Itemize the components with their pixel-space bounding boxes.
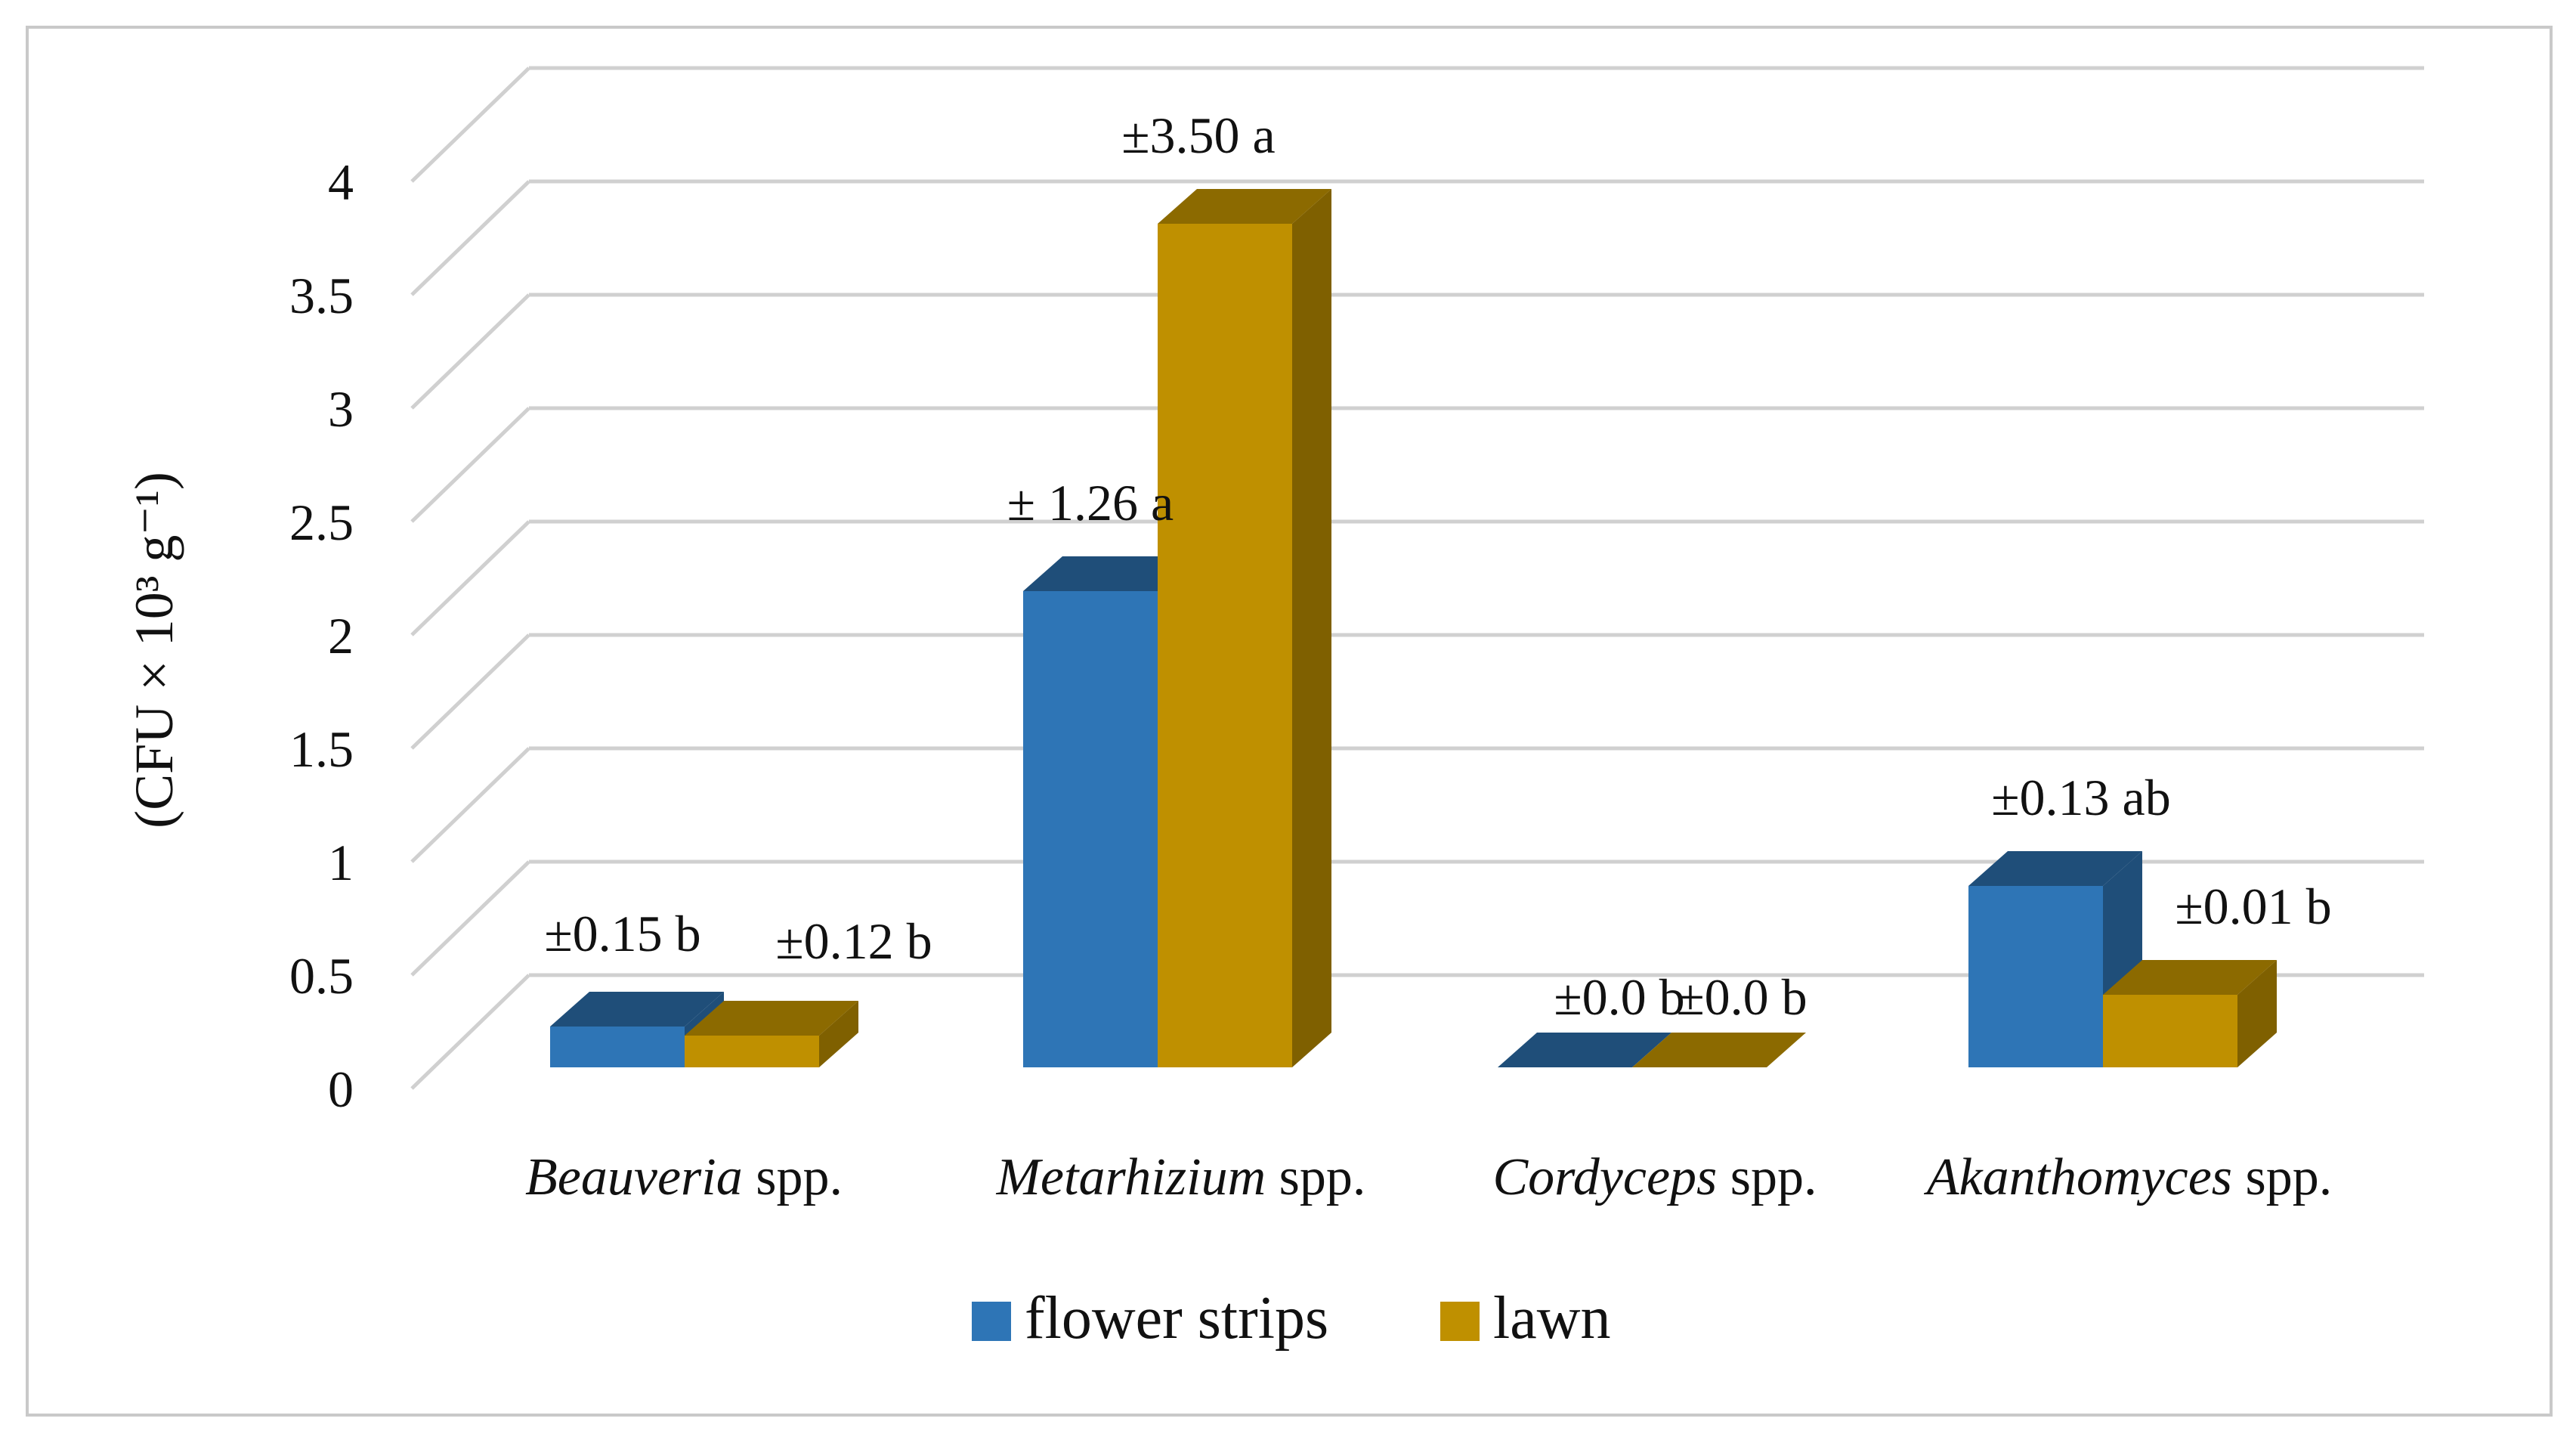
x-tick-label: Beauveria spp.: [525, 1148, 843, 1206]
y-axis-ticks: 0 0.5 1 1.5 2 2.5 3 3.5 4: [289, 153, 354, 1118]
legend: flower strips lawn: [972, 1285, 1611, 1352]
bar-lawn-akanthomyces: [2103, 960, 2277, 1067]
gridline-depth: [410, 860, 530, 977]
y-tick-label: 2: [328, 607, 354, 664]
gridline-depth: [410, 633, 530, 750]
data-label: ±0.0 b: [1554, 968, 1684, 1026]
bar-flower-strips-akanthomyces: [1968, 851, 2142, 1067]
x-tick-label: Akanthomyces spp.: [1924, 1148, 2333, 1206]
data-label: ±3.50 a: [1121, 107, 1276, 164]
bar-lawn-beauveria: [685, 1001, 858, 1067]
legend-label: flower strips: [1025, 1285, 1328, 1352]
y-tick-label: 0.5: [289, 947, 354, 1005]
data-label: ±0.15 b: [544, 905, 700, 962]
legend-label: lawn: [1493, 1285, 1611, 1352]
gridline-depth: [410, 974, 530, 1090]
legend-swatch: [1440, 1302, 1480, 1341]
y-tick-label: 3: [328, 380, 354, 438]
bar-flower-strips-cordyceps: [1498, 1033, 1671, 1067]
gridline-depth: [410, 67, 530, 183]
y-tick-label: 3.5: [289, 267, 354, 324]
data-labels: ±0.15 b ± 1.26 a ±0.0 b ±0.13 ab ±0.12 b ±3.5…: [544, 107, 2331, 1026]
y-tick-label: 2.5: [289, 494, 354, 551]
data-label: ±0.12 b: [775, 912, 932, 970]
x-tick-label: Metarhizium spp.: [996, 1148, 1366, 1206]
gridlines: [410, 66, 2424, 1090]
x-tick-label: Cordyceps spp.: [1492, 1148, 1817, 1206]
gridline-depth: [410, 407, 530, 523]
bar-lawn-metarhizium: [1158, 189, 1331, 1067]
y-axis-label: (CFU × 10³ g⁻¹): [124, 472, 184, 828]
y-tick-label: 4: [328, 153, 354, 211]
x-axis-labels: Beauveria spp. Metarhizium spp. Cordyceps …: [525, 1148, 2332, 1206]
data-label: ±0.01 b: [2175, 878, 2331, 935]
gridline-depth: [410, 747, 530, 863]
bar-lawn-cordyceps: [1632, 1033, 1806, 1067]
y-tick-label: 1: [328, 834, 354, 891]
data-label: ±0.0 b: [1676, 968, 1807, 1026]
bars: [550, 189, 2277, 1067]
y-tick-label: 1.5: [289, 720, 354, 778]
data-label: ±0.13 ab: [1991, 769, 2171, 826]
gridline-depth: [410, 180, 530, 296]
legend-swatch: [972, 1302, 1011, 1341]
y-tick-label: 0: [328, 1061, 354, 1118]
data-label: ± 1.26 a: [1007, 474, 1174, 531]
gridline-depth: [410, 293, 530, 410]
gridline-depth: [410, 520, 530, 636]
